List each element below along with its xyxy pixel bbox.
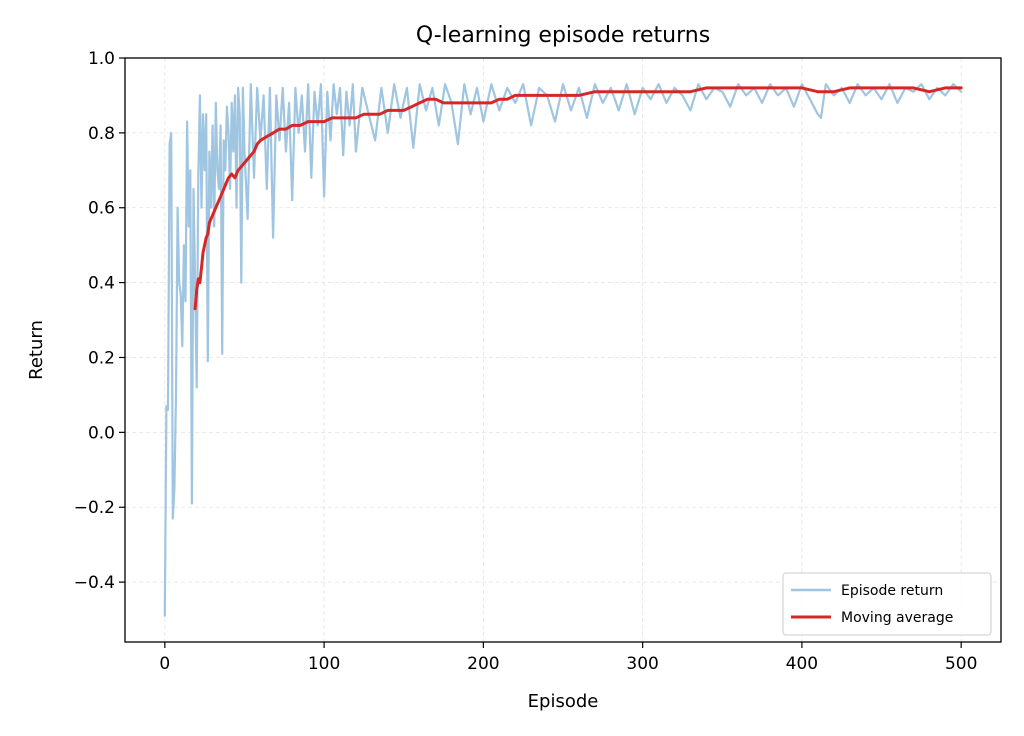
x-tick-label: 300 xyxy=(626,654,658,674)
x-axis-title: Episode xyxy=(528,691,599,712)
x-tick-label: 200 xyxy=(467,654,499,674)
x-tick-label: 400 xyxy=(786,654,818,674)
x-tick-label: 500 xyxy=(945,654,977,674)
y-tick-label: 0.6 xyxy=(88,199,115,219)
legend-label-moving-average: Moving average xyxy=(841,610,953,626)
y-tick-label: 0.2 xyxy=(88,348,115,368)
plot-area-frame xyxy=(124,57,1002,643)
y-tick-label: 0.8 xyxy=(88,124,115,144)
y-tick-label: −0.2 xyxy=(74,498,115,518)
y-axis-title: Return xyxy=(26,320,47,380)
legend-label-episode-return: Episode return xyxy=(841,583,943,599)
y-tick-label: −0.4 xyxy=(74,573,115,593)
plot-lines xyxy=(163,83,963,617)
y-tick-label: 0.4 xyxy=(88,274,115,294)
x-tick-label: 0 xyxy=(159,654,170,674)
legend: Episode return Moving average xyxy=(782,572,992,636)
axis-ticks: 0 100 200 300 400 500 −0.4 −0.2 0.0 0.2 0.4 0.6 0.8 1… xyxy=(74,49,978,674)
y-tick-label: 1.0 xyxy=(88,49,115,69)
chart-title: Q-learning episode returns xyxy=(416,23,710,48)
y-tick-label: 0.0 xyxy=(88,423,115,443)
series-line-moving-average xyxy=(193,86,963,311)
x-tick-label: 100 xyxy=(308,654,340,674)
legend-box xyxy=(782,572,992,636)
